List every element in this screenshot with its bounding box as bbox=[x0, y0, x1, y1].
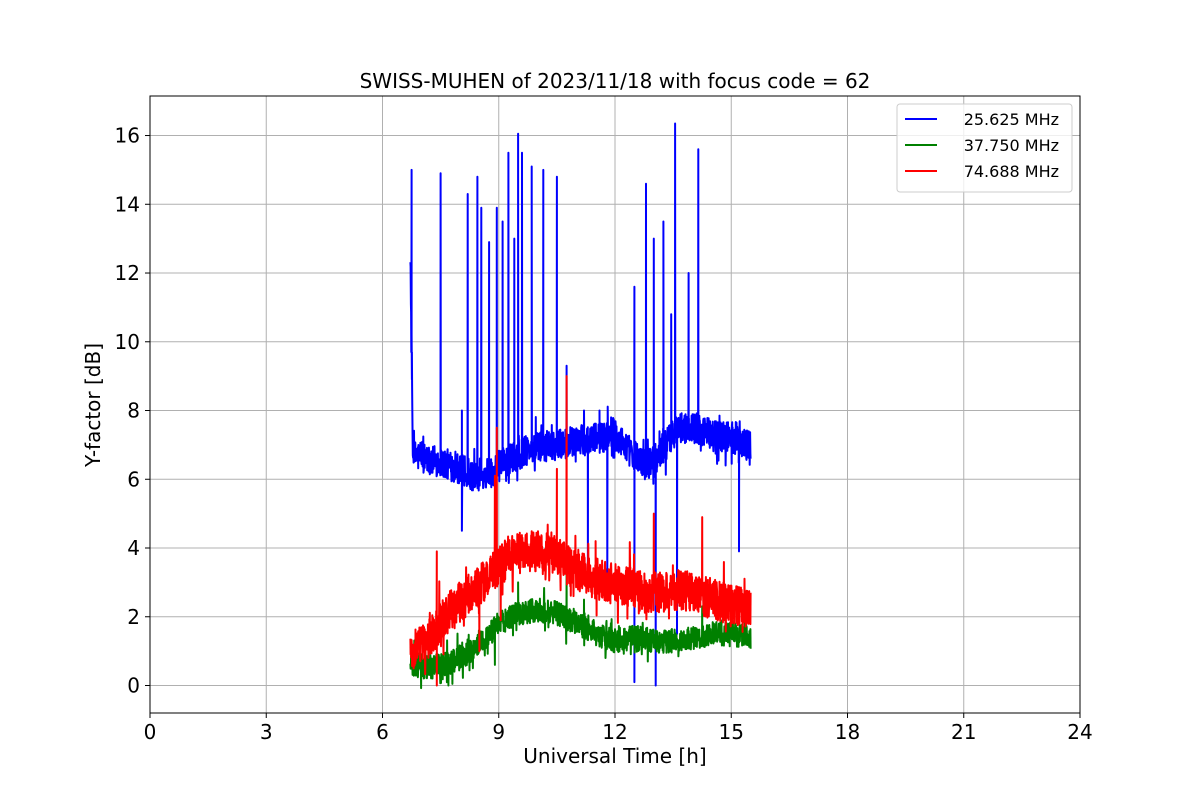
legend-box bbox=[896, 103, 1073, 193]
chart-title: SWISS-MUHEN of 2023/11/18 with focus cod… bbox=[360, 69, 871, 93]
series-line bbox=[409, 122, 752, 687]
x-tick-label: 0 bbox=[144, 720, 157, 744]
y-tick-label: 4 bbox=[127, 536, 140, 560]
y-axis-label: Y-factor [dB] bbox=[81, 343, 105, 468]
x-tick-label: 15 bbox=[719, 720, 744, 744]
y-tick-label: 8 bbox=[127, 399, 140, 423]
y-tick-label: 6 bbox=[127, 467, 140, 491]
grid bbox=[149, 96, 1081, 713]
x-tick-label: 21 bbox=[951, 720, 976, 744]
x-tick-label: 18 bbox=[835, 720, 860, 744]
y-axis: 0 2 4 6 8 10 12 14 16 bbox=[115, 124, 150, 698]
y-tick-label: 0 bbox=[127, 674, 140, 698]
series-line bbox=[409, 375, 752, 687]
legend-label: 74.688 MHz bbox=[964, 162, 1059, 181]
x-tick-label: 12 bbox=[602, 720, 627, 744]
y-tick-label: 16 bbox=[115, 124, 140, 148]
y-tick-label: 12 bbox=[115, 261, 140, 285]
x-tick-label: 3 bbox=[260, 720, 273, 744]
series-line bbox=[409, 571, 752, 690]
legend-label: 37.750 MHz bbox=[964, 136, 1059, 155]
y-tick-label: 14 bbox=[115, 192, 140, 216]
series-layer bbox=[409, 122, 752, 690]
x-axis: 0 3 6 9 12 15 18 21 24 bbox=[144, 713, 1093, 744]
x-tick-label: 6 bbox=[376, 720, 389, 744]
x-tick-label: 9 bbox=[492, 720, 505, 744]
x-axis-label: Universal Time [h] bbox=[523, 744, 706, 768]
legend-label: 25.625 MHz bbox=[964, 110, 1059, 129]
y-tick-label: 2 bbox=[127, 605, 140, 629]
legend: 25.625 MHz 37.750 MHz 74.688 MHz bbox=[896, 103, 1073, 193]
x-tick-label: 24 bbox=[1067, 720, 1092, 744]
y-tick-label: 10 bbox=[115, 330, 140, 354]
